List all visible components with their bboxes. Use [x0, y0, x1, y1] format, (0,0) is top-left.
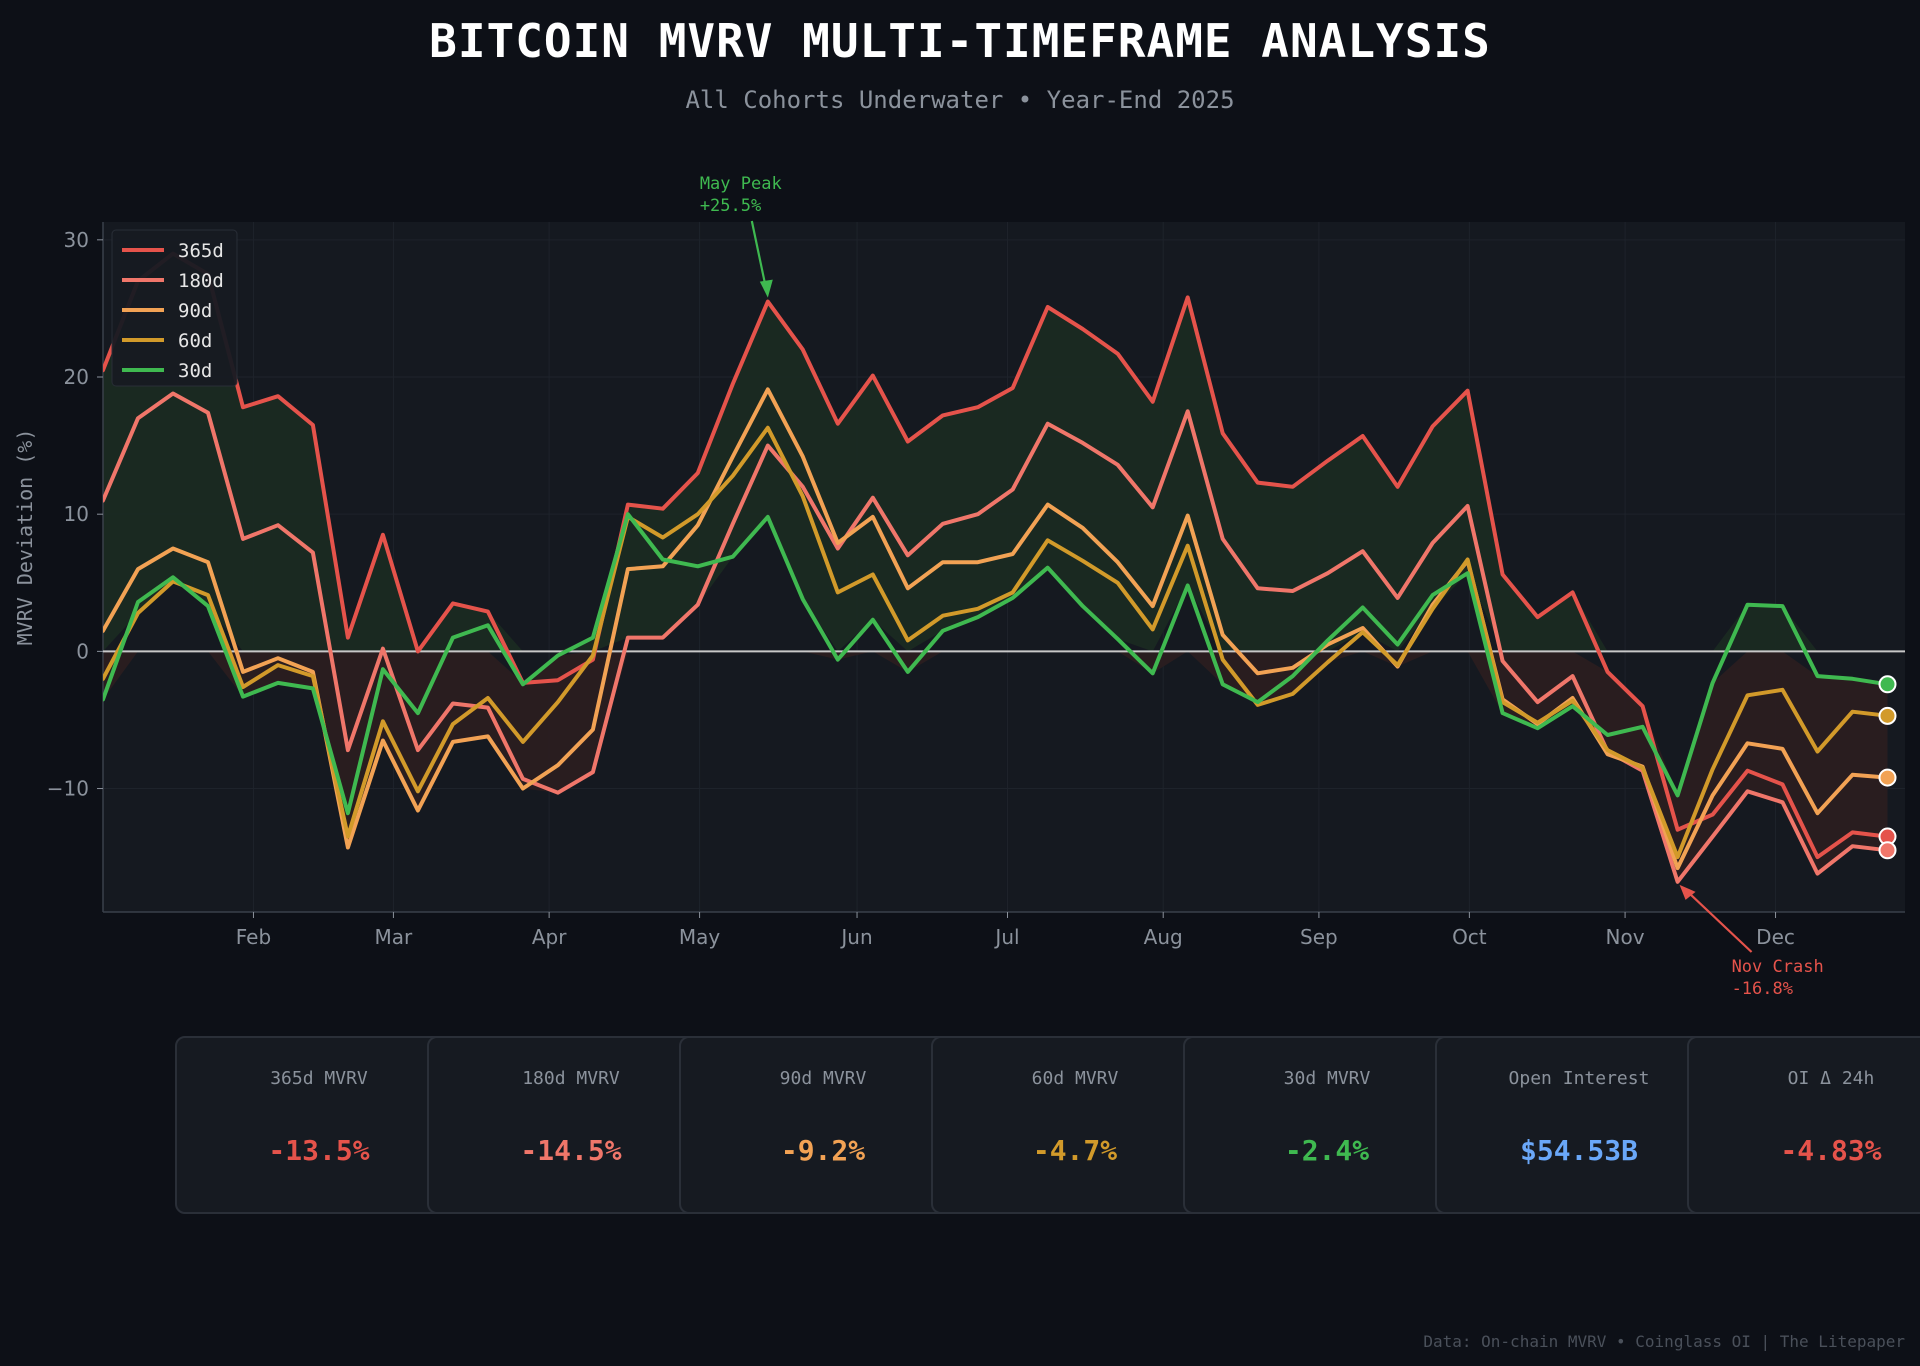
chart-subtitle: All Cohorts Underwater • Year-End 2025: [685, 86, 1235, 114]
metric-card-label: 365d MVRV: [270, 1068, 368, 1089]
legend-label-30d: 30d: [178, 360, 212, 382]
x-tick-label: Jun: [839, 925, 872, 949]
metric-card-label: 90d MVRV: [779, 1068, 867, 1089]
metric-card-60d: 60d MVRV -4.7%: [931, 1036, 1219, 1214]
metric-card-oi-change: OI Δ 24h -4.83%: [1687, 1036, 1920, 1214]
metric-card-value: -14.5%: [520, 1134, 622, 1167]
annotation-nov-crash-text: -16.8%: [1732, 979, 1793, 999]
legend-label-180d: 180d: [178, 270, 224, 292]
series-line-30d: [103, 512, 1890, 816]
x-tick-label: Mar: [375, 925, 414, 949]
metric-card-value: -9.2%: [780, 1134, 866, 1167]
x-tick-label: Jul: [993, 925, 1019, 949]
metric-card-30d: 30d MVRV -2.4%: [1183, 1036, 1471, 1214]
y-tick-label: 20: [64, 365, 89, 389]
y-axis-label: MVRV Deviation (%): [13, 429, 37, 646]
x-tick-label: Dec: [1756, 925, 1795, 949]
metric-card-label: 30d MVRV: [1283, 1068, 1371, 1089]
metric-card-90d: 90d MVRV -9.2%: [679, 1036, 967, 1214]
series-line-60d: [103, 425, 1890, 860]
end-marker-30d: [1878, 675, 1897, 694]
metric-cards: 365d MVRV -13.5% 180d MVRV -14.5% 90d MV…: [175, 1036, 1920, 1216]
metric-card-value: -4.7%: [1032, 1134, 1118, 1167]
data-source-footer: Data: On-chain MVRV • Coinglass OI | The…: [1423, 1332, 1905, 1351]
annotation-may-peak-arrow: [750, 220, 767, 288]
x-tick-label: Sep: [1300, 925, 1338, 949]
series-line-180d: [103, 391, 1890, 884]
annotation-may-peak-text: +25.5%: [700, 196, 761, 216]
metric-card-open-interest: Open Interest $54.53B: [1435, 1036, 1723, 1214]
legend: [111, 229, 238, 387]
y-tick-label: 10: [64, 502, 89, 526]
y-tick-label: −10: [47, 777, 89, 801]
y-tick-label: 30: [64, 228, 89, 252]
annotation-nov-crash-text: Nov Crash: [1732, 957, 1824, 977]
x-tick-label: Nov: [1606, 925, 1645, 949]
positive-fill: [103, 253, 1888, 652]
x-tick-label: Apr: [532, 925, 567, 949]
metric-card-label: 180d MVRV: [522, 1068, 620, 1089]
metric-card-label: 60d MVRV: [1031, 1068, 1119, 1089]
legend-label-365d: 365d: [178, 240, 224, 262]
x-tick-label: Oct: [1452, 925, 1487, 949]
legend-label-90d: 90d: [178, 300, 212, 322]
mvrv-line-chart: 30 20 10 0 −10 Feb Mar Apr May Jun Jul Aug Sep Oct Nov…: [13, 174, 1905, 999]
end-marker-180d: [1878, 841, 1897, 860]
series-line-365d: [103, 251, 1890, 860]
series-lines: [103, 251, 1890, 884]
metric-card-180d: 180d MVRV -14.5%: [427, 1036, 715, 1214]
metric-card-365d: 365d MVRV -13.5%: [175, 1036, 463, 1214]
annotation-nov-crash-arrow: [1684, 889, 1753, 953]
y-tick-label: 0: [76, 639, 89, 663]
metric-card-value: -4.83%: [1780, 1134, 1882, 1167]
end-marker-90d: [1878, 768, 1897, 787]
deviation-band: [103, 253, 1888, 882]
x-tick-label: Aug: [1144, 925, 1183, 949]
metric-card-value: -13.5%: [268, 1134, 370, 1167]
x-tick-label: May: [679, 925, 721, 949]
metric-card-value: -2.4%: [1284, 1134, 1370, 1167]
metric-card-label: OI Δ 24h: [1787, 1068, 1875, 1089]
chart-title: BITCOIN MVRV MULTI-TIMEFRAME ANALYSIS: [429, 14, 1491, 68]
metric-card-label: Open Interest: [1508, 1068, 1650, 1089]
x-tick-label: Feb: [236, 925, 271, 949]
metric-card-value: $54.53B: [1519, 1134, 1638, 1167]
annotation-may-peak-arrowhead: [759, 279, 773, 298]
end-marker-60d: [1878, 706, 1897, 725]
legend-label-60d: 60d: [178, 330, 212, 352]
annotation-nov-crash-arrowhead: [1679, 884, 1696, 900]
negative-fill: [103, 651, 1888, 882]
annotation-may-peak-text: May Peak: [700, 174, 782, 194]
